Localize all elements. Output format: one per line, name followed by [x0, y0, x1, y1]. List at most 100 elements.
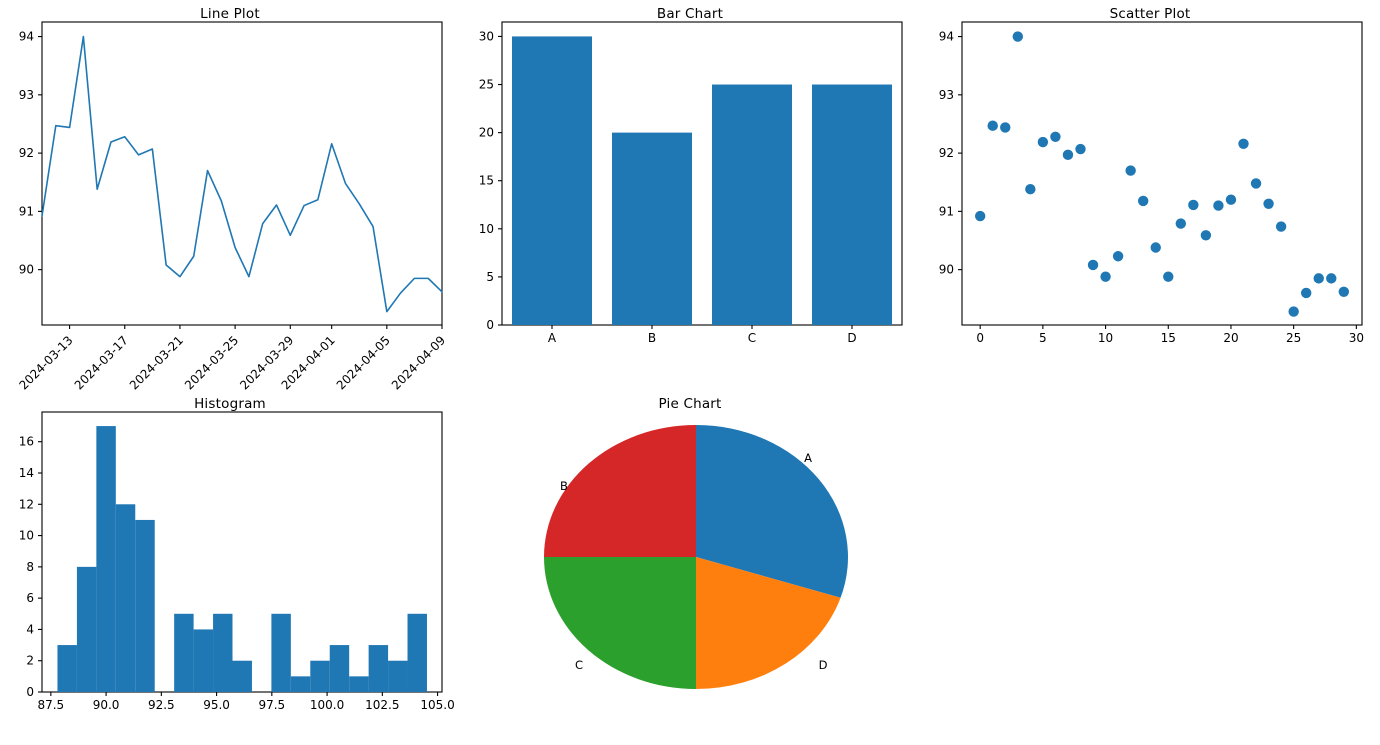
line-plot-xtick-label: 2024-04-09 [389, 333, 448, 392]
line-plot-ytick-label: 94 [19, 30, 34, 44]
scatter-plot-point[interactable] [1213, 200, 1224, 211]
histogram-bin[interactable] [115, 504, 136, 692]
scatter-plot-point[interactable] [1275, 221, 1287, 232]
bar-chart-bar[interactable] [712, 84, 792, 326]
histogram-bin[interactable] [76, 566, 97, 692]
histogram-bin[interactable] [329, 645, 350, 692]
pie-chart-slice[interactable] [544, 425, 696, 557]
histogram-axes: 0 2 4 6 8 10 12 14 16 87.5 90.0 92.5 95.0 97.5 100.0 10… [19, 411, 455, 712]
histogram-ytick-label: 12 [19, 497, 34, 511]
bar-chart-ytick-label: 5 [486, 270, 494, 284]
histogram-bin[interactable] [388, 660, 408, 692]
pie-chart-label: A [804, 451, 812, 465]
scatter-plot-point[interactable] [987, 120, 998, 131]
scatter-plot-point[interactable] [1025, 184, 1036, 195]
scatter-plot-point[interactable] [1075, 143, 1086, 155]
scatter-plot-point[interactable] [974, 210, 986, 222]
histogram-ytick-label: 6 [26, 591, 34, 605]
bar-chart-svg: 0 5 10 15 20 25 30 A B C D [479, 21, 903, 345]
scatter-plot-point[interactable] [1326, 273, 1337, 284]
scatter-plot-panel: Scatter Plot 90 91 92 93 94 0 5 10 15 20 25 30 [920, 0, 1380, 390]
histogram-bin[interactable] [368, 645, 389, 692]
bar-chart-ytick-label: 30 [479, 29, 494, 43]
histogram-bin[interactable] [57, 645, 77, 692]
pie-chart-label: D [819, 658, 828, 672]
histogram-bin[interactable] [174, 613, 194, 692]
scatter-plot-point[interactable] [1175, 218, 1187, 229]
histogram-ytick-label: 8 [26, 560, 34, 574]
bar-chart-xtick-label: A [548, 331, 557, 345]
bar-chart-frame [501, 21, 903, 326]
bar-chart-bar[interactable] [512, 36, 592, 326]
scatter-plot-point[interactable] [1313, 273, 1324, 284]
pie-chart-title: Pie Chart [658, 396, 722, 412]
line-plot-svg: 90 91 92 93 94 2024-03-132024-03-172024-03-21… [16, 21, 448, 392]
histogram-ytick-label: 16 [19, 435, 34, 449]
scatter-plot-point[interactable] [1050, 131, 1061, 142]
scatter-plot-point[interactable] [1238, 138, 1249, 149]
histogram-ytick-label: 10 [19, 529, 34, 543]
bar-chart-ytick-label: 10 [479, 222, 494, 236]
line-plot-xtick-label: 2024-03-17 [72, 333, 131, 392]
scatter-plot-point[interactable] [1062, 149, 1074, 161]
scatter-plot-point[interactable] [1200, 230, 1212, 241]
scatter-plot-point[interactable] [1188, 199, 1199, 211]
histogram-bin[interactable] [232, 660, 252, 692]
histogram-bin[interactable] [213, 613, 233, 692]
pie-chart-slice[interactable] [696, 425, 848, 598]
histogram-xtick-label: 95.0 [203, 698, 230, 712]
scatter-plot-point[interactable] [1150, 242, 1161, 253]
line-plot-frame [41, 21, 443, 326]
scatter-plot-ytick-label: 90 [939, 263, 954, 277]
scatter-plot-xtick-label: 25 [1286, 331, 1301, 345]
histogram-bin[interactable] [407, 613, 427, 692]
histogram-bin[interactable] [193, 629, 214, 692]
line-plot-title: Line Plot [200, 6, 260, 22]
histogram-xtick-label: 90.0 [93, 698, 120, 712]
histogram-title: Histogram [194, 396, 266, 412]
scatter-plot-point[interactable] [1137, 195, 1149, 207]
scatter-plot-xtick-label: 30 [1349, 331, 1364, 345]
scatter-plot-ytick-label: 93 [939, 88, 954, 102]
line-plot-series [41, 35, 443, 313]
pie-chart-slice[interactable] [696, 557, 841, 689]
scatter-plot-point[interactable] [1288, 306, 1299, 317]
scatter-plot-point[interactable] [1301, 287, 1312, 299]
scatter-plot-point[interactable] [1000, 122, 1011, 133]
bar-chart-bar[interactable] [812, 84, 892, 326]
bar-chart-ytick-label: 0 [486, 318, 494, 332]
histogram-bin[interactable] [135, 519, 155, 692]
pie-chart-slice[interactable] [544, 557, 696, 689]
bar-chart-xtick-label: C [748, 331, 756, 345]
scatter-plot-xtick-label: 20 [1223, 331, 1238, 345]
bar-chart-bar[interactable] [612, 132, 692, 325]
scatter-plot-point[interactable] [1263, 198, 1274, 209]
histogram-ytick-label: 14 [19, 466, 34, 480]
scatter-plot-ytick-label: 92 [939, 146, 954, 160]
histogram-ytick-label: 4 [26, 622, 34, 636]
scatter-plot-point[interactable] [1037, 136, 1049, 148]
scatter-plot-point[interactable] [1125, 165, 1136, 176]
scatter-plot-point[interactable] [1112, 251, 1124, 262]
scatter-plot-point[interactable] [1012, 31, 1023, 42]
scatter-plot-point[interactable] [1163, 271, 1174, 282]
bar-chart-ytick-label: 25 [479, 78, 494, 92]
histogram-bin[interactable] [349, 676, 369, 692]
histogram-panel: Histogram 0 2 4 6 8 10 12 14 16 87.5 90.0 92.5 95.0 9… [0, 390, 460, 745]
pie-chart-slices: A B C D [544, 425, 848, 689]
scatter-plot-point[interactable] [1338, 286, 1350, 297]
bar-chart-panel: Bar Chart 0 5 10 15 20 25 30 A B C D [460, 0, 920, 390]
scatter-plot-ytick-label: 94 [939, 30, 954, 44]
histogram-bin[interactable] [310, 660, 330, 692]
scatter-plot-point[interactable] [1100, 271, 1111, 282]
scatter-plot-point[interactable] [1087, 259, 1099, 271]
scatter-plot-point[interactable] [1225, 194, 1237, 205]
scatter-plot-xtick-label: 10 [1098, 331, 1113, 345]
histogram-xtick-label: 102.5 [365, 698, 399, 712]
histogram-bin[interactable] [271, 613, 291, 692]
bar-chart-xtick-label: B [648, 331, 656, 345]
histogram-bin[interactable] [290, 676, 311, 692]
histogram-bin[interactable] [96, 426, 116, 692]
scatter-plot-point[interactable] [1250, 178, 1262, 189]
